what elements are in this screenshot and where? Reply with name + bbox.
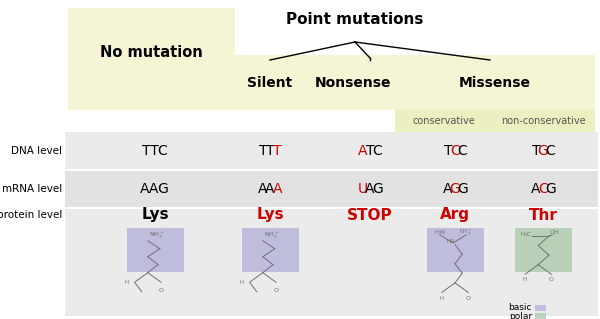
- Text: H: H: [125, 280, 129, 285]
- Text: C: C: [538, 182, 548, 196]
- Text: A: A: [272, 182, 282, 196]
- Text: G: G: [457, 182, 467, 196]
- Text: Silent: Silent: [247, 76, 293, 90]
- Text: C: C: [450, 144, 460, 158]
- Text: O: O: [549, 278, 554, 283]
- Text: C: C: [545, 144, 555, 158]
- Bar: [535, 305, 546, 311]
- Text: A: A: [531, 182, 541, 196]
- Text: C: C: [373, 144, 382, 158]
- Text: U: U: [358, 182, 368, 196]
- Text: OH: OH: [550, 230, 560, 235]
- Bar: [65, 170, 598, 208]
- Text: mRNA level: mRNA level: [2, 184, 62, 194]
- Bar: [65, 208, 598, 315]
- Bar: [68, 8, 235, 110]
- Text: Missense: Missense: [459, 76, 531, 90]
- Text: basic: basic: [509, 303, 532, 312]
- Bar: [395, 110, 492, 132]
- Text: T: T: [532, 144, 540, 158]
- Text: H: H: [440, 296, 444, 301]
- Text: protein level: protein level: [0, 210, 62, 220]
- Text: G: G: [449, 182, 460, 196]
- Text: No mutation: No mutation: [100, 45, 203, 60]
- Text: T: T: [266, 144, 274, 158]
- Text: NH$_3^+$: NH$_3^+$: [264, 231, 279, 241]
- Text: Nonsense: Nonsense: [314, 76, 391, 90]
- Text: T: T: [443, 144, 452, 158]
- Text: Point mutations: Point mutations: [286, 12, 424, 27]
- Text: non-conservative: non-conservative: [501, 116, 586, 126]
- Text: T: T: [259, 144, 267, 158]
- Text: T: T: [273, 144, 281, 158]
- Text: H$_3$C: H$_3$C: [520, 230, 532, 239]
- Bar: [535, 313, 546, 319]
- Bar: [230, 55, 310, 110]
- Bar: [242, 228, 299, 272]
- Text: O: O: [466, 296, 471, 301]
- Text: H$_2$N: H$_2$N: [434, 228, 446, 237]
- Bar: [305, 55, 400, 110]
- Text: A: A: [265, 182, 275, 196]
- Text: STOP: STOP: [347, 207, 393, 222]
- Text: A: A: [358, 144, 368, 158]
- Text: O: O: [274, 288, 278, 293]
- Text: NH$_2^+$: NH$_2^+$: [459, 227, 473, 238]
- Text: G: G: [545, 182, 556, 196]
- Bar: [515, 228, 571, 272]
- Bar: [127, 228, 184, 272]
- Text: TTC: TTC: [142, 144, 168, 158]
- Text: H: H: [240, 280, 244, 285]
- Text: NH$_3^+$: NH$_3^+$: [149, 231, 164, 241]
- Text: conservative: conservative: [412, 116, 475, 126]
- Text: H: H: [523, 278, 527, 283]
- Text: A: A: [443, 182, 452, 196]
- Text: Arg: Arg: [440, 207, 470, 222]
- Text: A: A: [365, 182, 375, 196]
- Text: AAG: AAG: [140, 182, 170, 196]
- Text: O: O: [158, 288, 164, 293]
- Text: DNA level: DNA level: [11, 146, 62, 156]
- Bar: [65, 132, 598, 316]
- Bar: [427, 228, 484, 272]
- Bar: [492, 110, 595, 132]
- Bar: [65, 132, 598, 170]
- Text: A: A: [258, 182, 268, 196]
- Text: C: C: [457, 144, 467, 158]
- Bar: [395, 55, 595, 110]
- Text: G: G: [372, 182, 383, 196]
- Text: HN: HN: [446, 239, 454, 244]
- Text: Lys: Lys: [256, 207, 284, 222]
- Text: polar: polar: [509, 312, 532, 319]
- Text: Lys: Lys: [141, 207, 169, 222]
- Text: G: G: [538, 144, 548, 158]
- Text: Thr: Thr: [529, 207, 557, 222]
- Text: T: T: [366, 144, 374, 158]
